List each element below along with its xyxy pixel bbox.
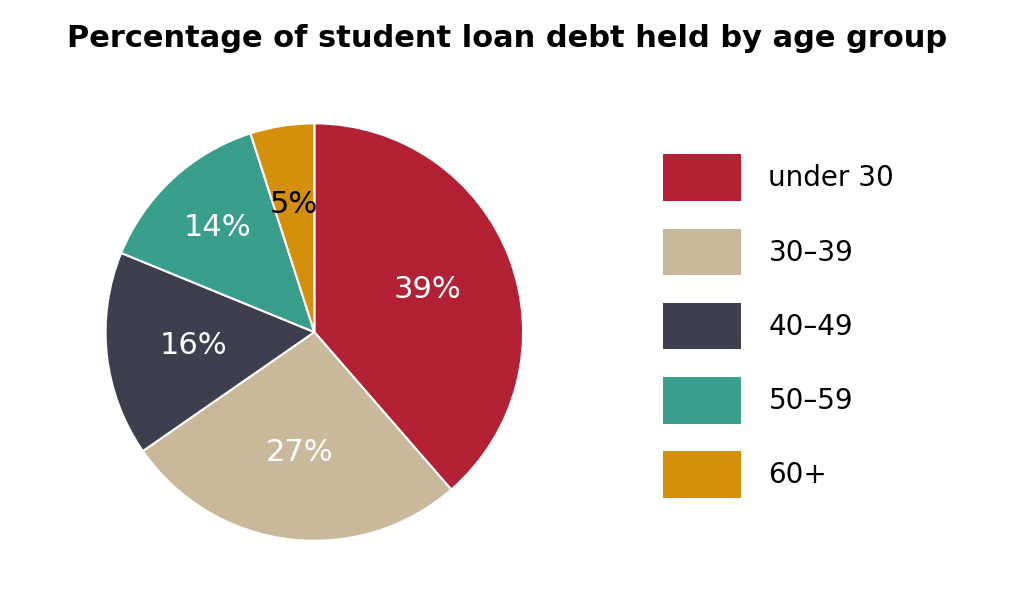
Text: 14%: 14% [185,213,251,243]
Text: 16%: 16% [160,331,228,360]
Wedge shape [122,133,314,332]
Wedge shape [105,253,314,451]
Text: Percentage of student loan debt held by age group: Percentage of student loan debt held by … [67,24,947,53]
Wedge shape [250,123,314,332]
Wedge shape [314,123,523,490]
Text: 39%: 39% [393,275,461,304]
Text: 5%: 5% [270,190,318,219]
Text: 27%: 27% [266,438,334,467]
Legend: under 30, 30–39, 40–49, 50–59, 60+: under 30, 30–39, 40–49, 50–59, 60+ [663,154,894,498]
Wedge shape [143,332,451,541]
